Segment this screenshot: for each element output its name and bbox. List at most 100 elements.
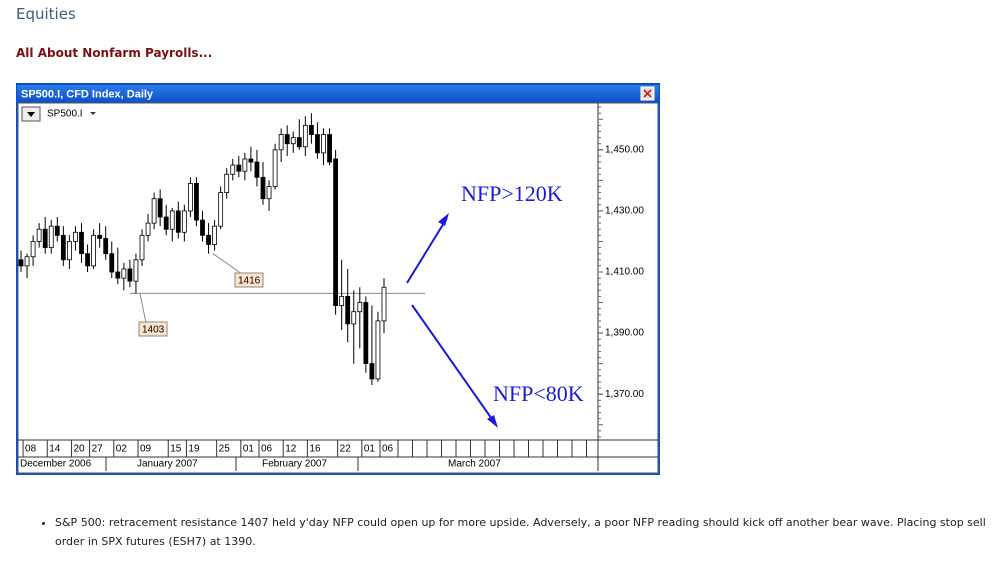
candle-body bbox=[85, 253, 90, 267]
chart: SP500.I, CFD Index, Daily SP500.I NFP>12… bbox=[16, 83, 660, 475]
notes: S&P 500: retracement resistance 1407 hel… bbox=[38, 513, 994, 551]
scenario-label: NFP<80K bbox=[493, 381, 584, 406]
candle-body bbox=[351, 311, 357, 325]
symbol-menu[interactable]: SP500.I bbox=[21, 106, 96, 122]
candle-body bbox=[67, 241, 72, 261]
level-box bbox=[138, 321, 168, 337]
candle-body bbox=[24, 256, 30, 267]
x-tick-label: 19 bbox=[188, 444, 200, 455]
symbol: SP500.I bbox=[47, 109, 83, 120]
candle-body bbox=[157, 198, 163, 218]
y-tick-label: 1,450.00 bbox=[605, 144, 644, 155]
candle-body bbox=[127, 268, 133, 282]
candle-body bbox=[333, 158, 339, 306]
arrow-down bbox=[411, 304, 495, 423]
candle-body bbox=[103, 237, 109, 255]
candle-body bbox=[284, 134, 290, 145]
candle-body bbox=[290, 137, 296, 145]
x-group-label: December 2006 bbox=[20, 459, 92, 470]
level-label: 1416 bbox=[238, 276, 261, 287]
x-tick-label: 15 bbox=[170, 444, 182, 455]
section-title: Equities bbox=[16, 5, 76, 23]
candle-body bbox=[236, 164, 242, 172]
x-tick-label: 27 bbox=[92, 444, 104, 455]
candle-body bbox=[194, 183, 199, 221]
candle-body bbox=[321, 134, 326, 154]
x-tick-label: 20 bbox=[73, 444, 85, 455]
candle-body bbox=[18, 259, 24, 267]
candle-body bbox=[260, 176, 266, 200]
candle-body bbox=[181, 210, 187, 233]
candle-body bbox=[272, 149, 278, 187]
candle-body bbox=[54, 225, 60, 236]
candle-body bbox=[212, 225, 218, 245]
candle-body bbox=[230, 164, 236, 175]
candle-body bbox=[139, 234, 145, 261]
x-tick-label: 22 bbox=[340, 444, 352, 455]
y-tick-label: 1,410.00 bbox=[605, 267, 644, 278]
candle-body bbox=[175, 210, 181, 233]
candle-body bbox=[302, 124, 308, 148]
candle-body bbox=[357, 302, 363, 313]
x-group-label: February 2007 bbox=[262, 459, 327, 470]
x-tick-label: 12 bbox=[285, 444, 297, 455]
candle-body bbox=[60, 234, 66, 261]
candle-body bbox=[315, 134, 320, 154]
x-tick-label: 06 bbox=[261, 444, 273, 455]
x-tick-label: 14 bbox=[49, 444, 61, 455]
candle-body bbox=[254, 161, 260, 178]
candle-body bbox=[36, 228, 42, 242]
level-box bbox=[234, 272, 264, 288]
candle-body bbox=[381, 286, 387, 322]
level-leader bbox=[212, 253, 243, 275]
y-tick-label: 1,390.00 bbox=[605, 328, 644, 339]
candle-body bbox=[133, 259, 139, 282]
scenario-label: NFP>120K bbox=[461, 181, 563, 206]
y-tick-label: 1,370.00 bbox=[605, 389, 644, 400]
y-tick-label: 1,430.00 bbox=[605, 206, 644, 217]
candle-body bbox=[242, 158, 248, 172]
candle-body bbox=[363, 302, 369, 365]
candle-body bbox=[48, 225, 54, 248]
candle-body bbox=[151, 198, 157, 224]
x-tick-label: 01 bbox=[243, 444, 255, 455]
candle-body bbox=[145, 222, 151, 236]
candle-body bbox=[224, 173, 230, 193]
candle-body bbox=[79, 231, 84, 255]
level-leader bbox=[139, 293, 147, 324]
candle-body bbox=[91, 234, 96, 267]
candle-body bbox=[73, 231, 78, 242]
candle-body bbox=[308, 124, 314, 135]
candle-body bbox=[248, 158, 254, 163]
candle-body bbox=[97, 234, 103, 239]
arrow-head bbox=[438, 213, 449, 226]
candle-body bbox=[115, 271, 121, 279]
x-tick-label: 09 bbox=[140, 444, 152, 455]
candle-body bbox=[206, 234, 211, 245]
x-tick-label: 01 bbox=[364, 444, 376, 455]
candle-body bbox=[200, 219, 205, 236]
candle-body bbox=[345, 296, 351, 325]
level-label: 1403 bbox=[142, 325, 165, 336]
candle-body bbox=[187, 183, 193, 212]
x-tick-label: 25 bbox=[219, 444, 231, 455]
candle-body bbox=[296, 137, 302, 148]
candle-body bbox=[218, 192, 224, 227]
post-title: All About Nonfarm Payrolls... bbox=[16, 46, 213, 60]
close-button[interactable] bbox=[640, 86, 655, 101]
candle-body bbox=[339, 296, 345, 307]
candle-body bbox=[375, 320, 381, 380]
x-group-label: January 2007 bbox=[137, 459, 198, 470]
note: S&P 500: retracement resistance 1407 hel… bbox=[55, 513, 994, 551]
window-title: SP500.I, CFD Index, Daily bbox=[21, 88, 154, 100]
x-tick-label: 06 bbox=[382, 444, 394, 455]
candle-body bbox=[327, 134, 332, 163]
candle-body bbox=[169, 210, 175, 230]
candle-body bbox=[163, 216, 169, 230]
arrow-up bbox=[406, 217, 448, 284]
candle-body bbox=[42, 228, 48, 248]
x-tick-label: 02 bbox=[116, 444, 128, 455]
candle-body bbox=[30, 241, 36, 258]
candle-body bbox=[109, 253, 115, 273]
